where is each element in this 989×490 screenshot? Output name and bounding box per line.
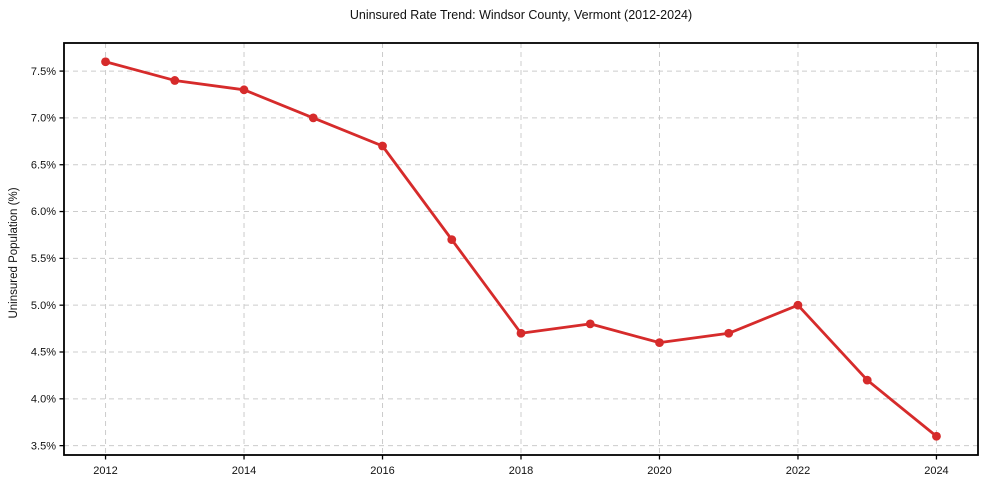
data-point [793,300,803,310]
data-point [862,375,872,385]
y-tick-label: 3.5% [31,440,56,452]
y-tick-label: 4.0% [31,394,56,406]
data-point [101,57,110,67]
data-point [447,235,457,245]
y-tick-label: 5.5% [31,253,56,265]
x-tick-label: 2020 [647,465,671,477]
chart-title: Uninsured Rate Trend: Windsor County, Ve… [349,8,693,22]
data-point [932,431,941,441]
x-tick-label: 2012 [93,465,117,477]
y-tick-label: 7.0% [31,113,56,125]
y-tick-label: 7.5% [31,66,56,78]
data-point [170,76,180,85]
x-tick-label: 2016 [370,465,394,477]
data-point [655,338,664,348]
data-point [308,113,318,123]
x-tick-label: 2024 [924,465,948,477]
data-point [516,328,526,338]
data-point [585,319,595,329]
data-point [378,141,387,151]
x-tick-label: 2014 [232,465,256,477]
y-tick-label: 6.0% [31,206,56,218]
y-tick-label: 6.5% [31,159,56,171]
y-tick-label: 5.0% [31,300,56,312]
y-tick-label: 4.5% [31,347,56,359]
x-tick-label: 2022 [786,465,810,477]
x-tick-label: 2018 [509,465,533,477]
data-point [239,85,249,95]
data-point [724,328,734,338]
plot-border [63,42,979,456]
